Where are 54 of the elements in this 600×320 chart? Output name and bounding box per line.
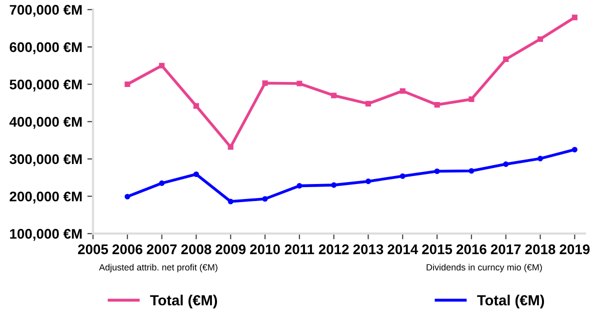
point — [228, 198, 234, 204]
x-tick-label: 2019 — [560, 244, 590, 254]
y-tick-label: 300,000 €M — [10, 154, 82, 166]
text: Adjusted attrib. net profit (€M) — [99, 264, 218, 272]
x-tick-label: 2015 — [422, 244, 452, 254]
point — [331, 92, 337, 98]
point — [503, 161, 509, 167]
x-tick-label: 2014 — [388, 244, 418, 254]
point — [572, 14, 578, 20]
x-tick-label: 2012 — [318, 244, 349, 254]
x-tick-label: 2009 — [216, 244, 246, 254]
point — [124, 194, 130, 200]
point — [434, 168, 440, 174]
point — [503, 56, 509, 62]
x-tick-label: 2013 — [353, 244, 384, 254]
x-tick-label: 2008 — [181, 244, 212, 254]
x-tick-label: 2007 — [146, 244, 177, 254]
point — [193, 171, 199, 178]
x-tick-label: 2016 — [456, 244, 486, 254]
x-tick-label: 2006 — [112, 244, 142, 254]
point — [572, 146, 578, 152]
point — [228, 144, 234, 150]
point — [124, 81, 130, 88]
y-tick-label: 200,000 €M — [10, 192, 82, 204]
point — [159, 62, 165, 68]
point — [434, 102, 440, 108]
x-tick-label: 2017 — [490, 244, 521, 254]
y-tick-label: 400,000 €M — [9, 116, 82, 129]
legend-label: Total (€M) — [150, 294, 218, 308]
y-tick-label: 600,000 €M — [10, 42, 82, 54]
x-tick-label: 2018 — [525, 244, 556, 254]
point — [537, 36, 544, 42]
point — [468, 96, 474, 102]
point — [365, 178, 372, 184]
point — [159, 180, 165, 186]
point — [193, 103, 199, 109]
point — [400, 173, 406, 179]
point — [400, 88, 406, 94]
y-tick-label: 500,000 €M — [10, 80, 82, 92]
y-tick-label: 700,000 €M — [10, 4, 82, 17]
point — [296, 183, 302, 189]
x-tick-label: 2010 — [250, 244, 280, 254]
point — [537, 156, 544, 162]
point — [262, 80, 268, 86]
point — [468, 168, 474, 174]
x-tick-label: 2005 — [78, 244, 108, 254]
text: Dividends in curncy mio (€M) — [426, 264, 542, 272]
y-tick-label: 100,000 €M — [10, 228, 82, 241]
point — [365, 100, 372, 106]
x-tick-label: 2011 — [284, 244, 314, 254]
legend-label: Total (€M) — [477, 294, 544, 308]
point — [296, 80, 302, 86]
point — [331, 182, 337, 188]
point — [262, 196, 268, 202]
